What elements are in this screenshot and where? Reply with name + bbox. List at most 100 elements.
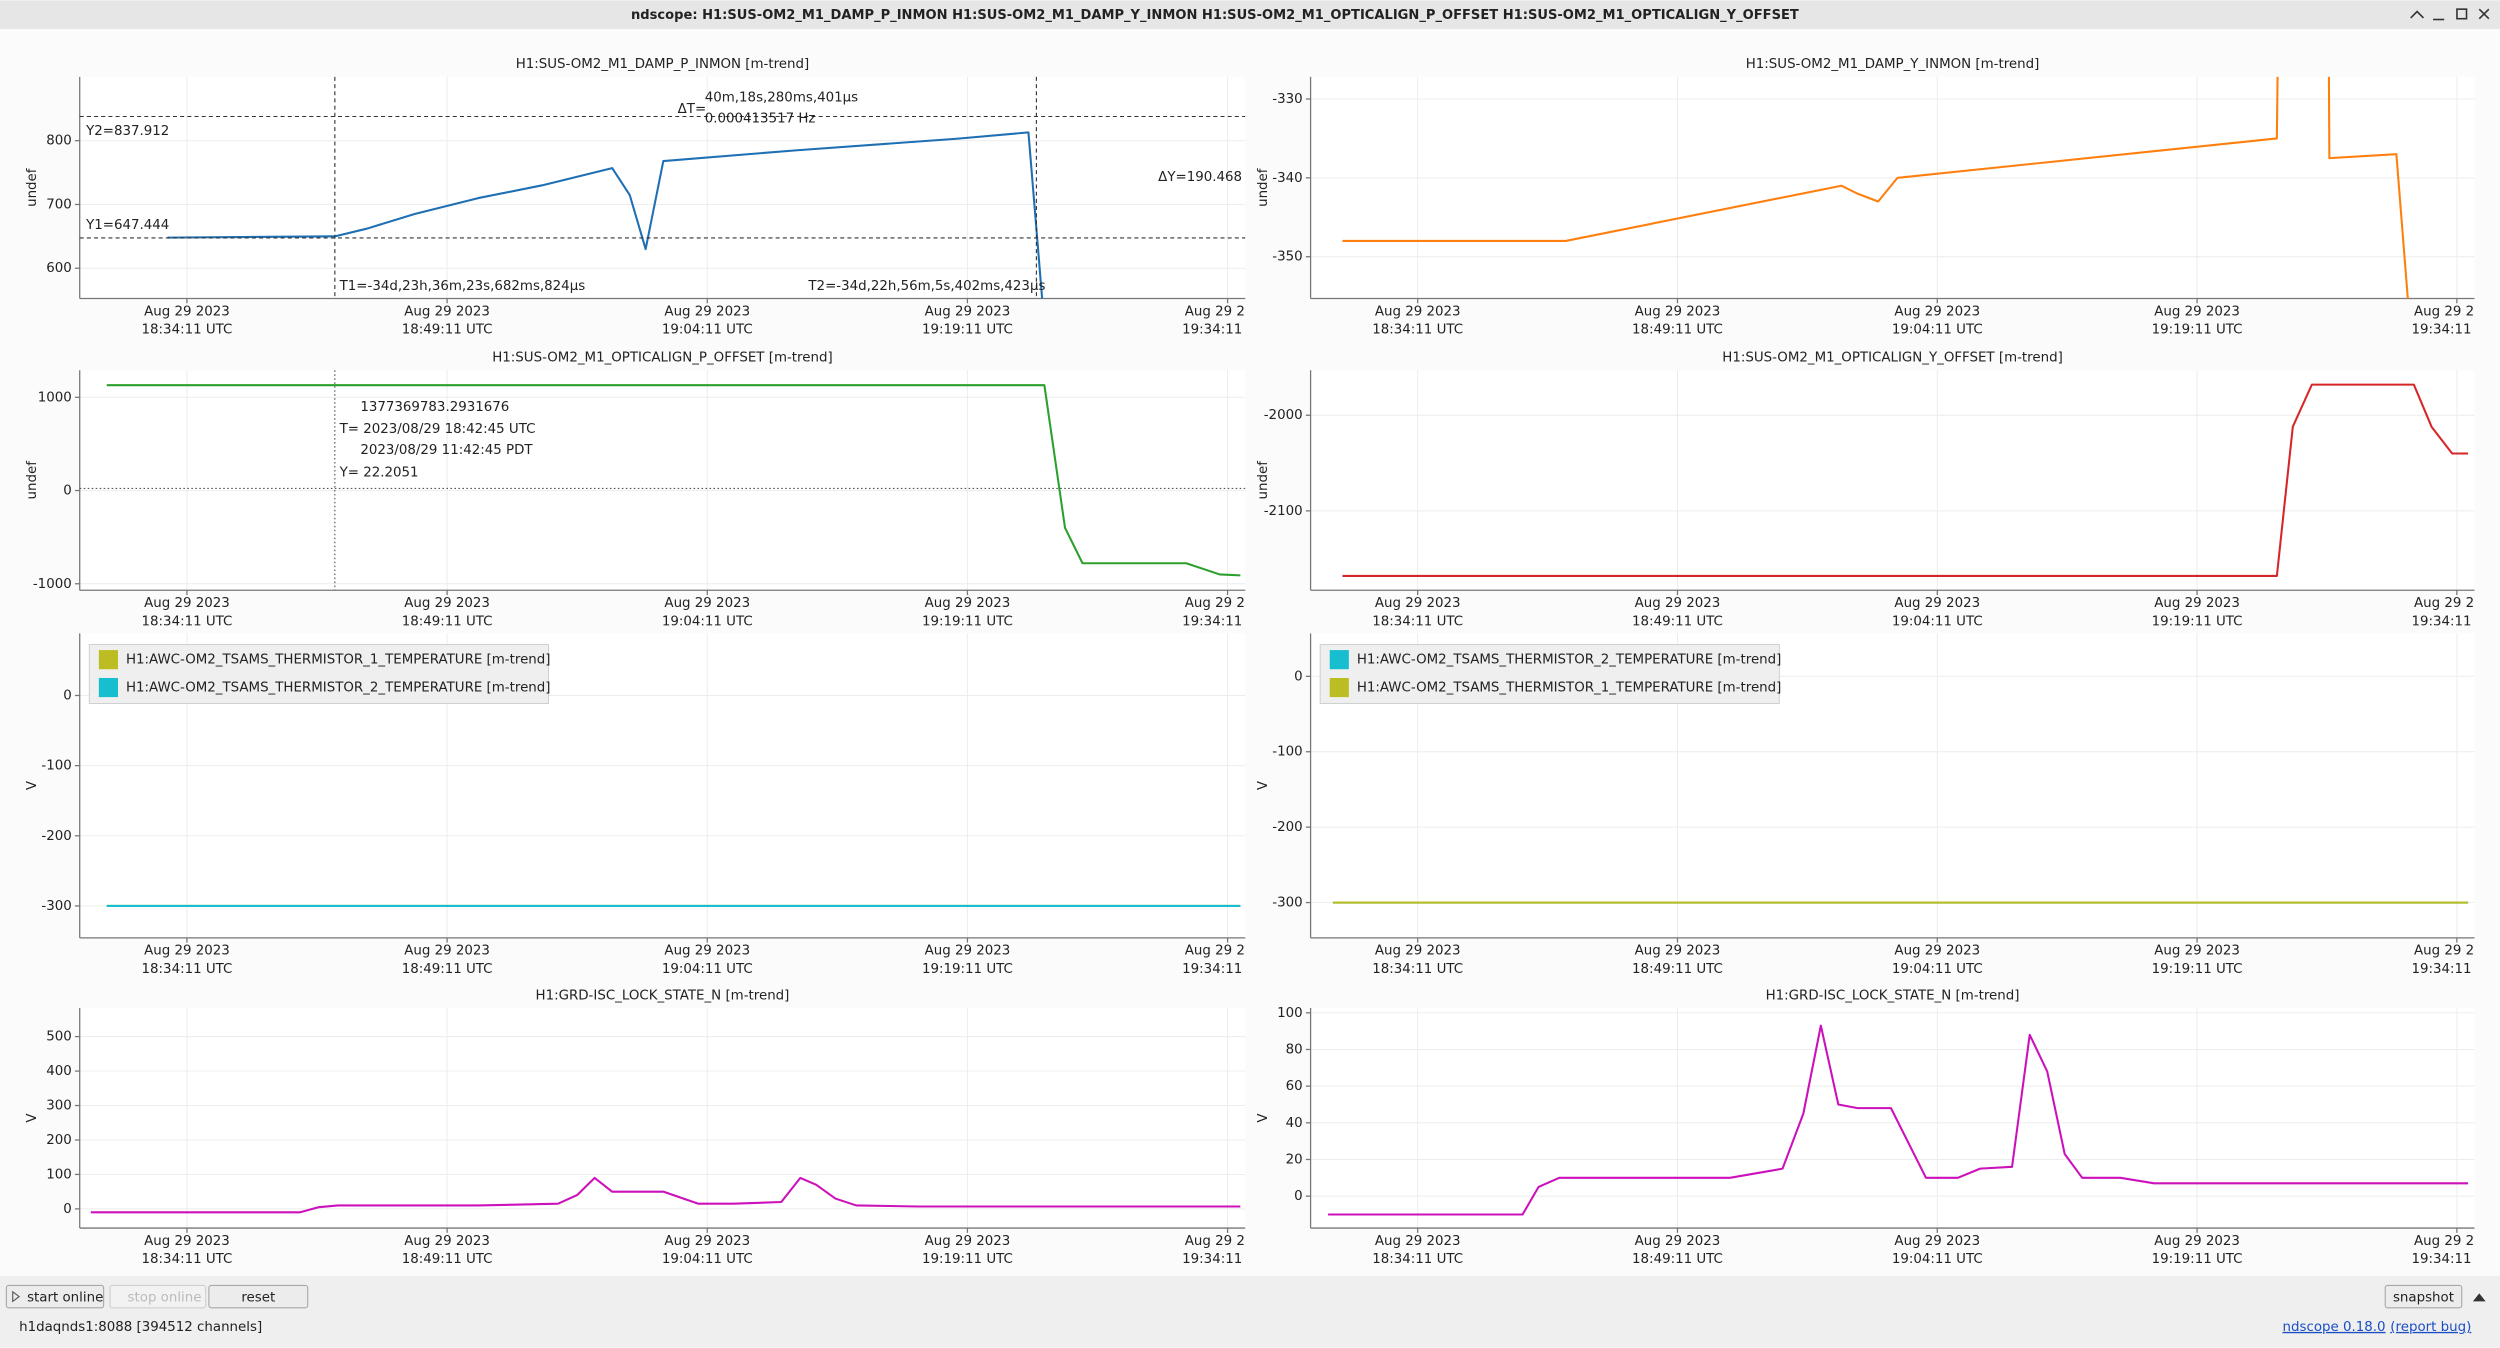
x-tick-date: Aug 29 2023 bbox=[1635, 944, 1721, 959]
shade-button[interactable] bbox=[2410, 10, 2425, 19]
y-tick-label: 300 bbox=[46, 1099, 72, 1114]
legend-swatch bbox=[98, 677, 118, 698]
snapshot-label[interactable]: snapshot bbox=[2393, 1290, 2454, 1305]
reset-button[interactable] bbox=[208, 1284, 309, 1309]
y-tick-label: -200 bbox=[41, 829, 71, 844]
report-bug-link[interactable]: (report bug) bbox=[2390, 1320, 2471, 1335]
x-tick-time: 19:19:11 UTC bbox=[2152, 323, 2243, 338]
x-tick-labels: Aug 29 2023 18:34:11 UTC Aug 29 2023 18:49:… bbox=[142, 937, 1245, 977]
cursors: Y2=837.912 Y1=647.444 T1=-34d,23h,36m,23s,… bbox=[79, 76, 1246, 299]
y-tick-label: 800 bbox=[46, 134, 72, 149]
traces bbox=[167, 131, 1044, 299]
y-tick-label: -330 bbox=[1272, 92, 1302, 107]
version-link[interactable]: ndscope 0.18.0 bbox=[2283, 1320, 2386, 1335]
x-tick-time: 18:49:11 UTC bbox=[1632, 1252, 1723, 1267]
crosshair-utc: T= 2023/08/29 18:42:45 UTC bbox=[339, 422, 536, 437]
x-tick-time: 19:19:11 UTC bbox=[922, 614, 1013, 629]
x-tick-date: Aug 29 2023 bbox=[1375, 304, 1461, 319]
trace bbox=[1342, 76, 2409, 299]
x-tick-date: Aug 29 2023 bbox=[1894, 944, 1980, 959]
play-icon bbox=[12, 1290, 21, 1303]
x-tick-time: 18:49:11 UTC bbox=[402, 614, 493, 629]
x-tick-labels: Aug 29 2023 18:34:11 UTC Aug 29 2023 18:49:… bbox=[142, 590, 1273, 629]
x-tick-time: 18:34:11 UTC bbox=[1372, 962, 1463, 977]
y-tick-label: 0 bbox=[63, 688, 72, 703]
x-tick-date: Aug 29 2023 bbox=[1894, 1234, 1980, 1249]
plot-title: H1:SUS-OM2_M1_DAMP_Y_INMON [m-trend] bbox=[1746, 57, 2040, 72]
frequency-value: 0.000413517 Hz bbox=[705, 111, 816, 126]
y-axis-label: V bbox=[1256, 1113, 1271, 1123]
y-tick-label: -100 bbox=[1272, 745, 1302, 760]
plot-area bbox=[79, 1008, 1246, 1229]
y-tick-label: 1000 bbox=[38, 390, 72, 405]
x-tick-time: 19:04:11 UTC bbox=[662, 323, 753, 338]
maximize-button[interactable] bbox=[2456, 8, 2468, 20]
x-tick-date: Aug 29 2023 bbox=[1635, 304, 1721, 319]
x-tick-time: 19:34:11 UTC bbox=[1182, 614, 1273, 629]
trace bbox=[90, 1176, 1241, 1214]
y-tick-label: 100 bbox=[1277, 1006, 1303, 1021]
x-tick-date: Aug 29 2023 bbox=[2414, 1234, 2500, 1249]
x-tick-date: Aug 29 2023 bbox=[404, 596, 490, 611]
x-tick-time: 19:34:11 UTC bbox=[1182, 1252, 1273, 1267]
y-tick-label: -100 bbox=[41, 759, 71, 774]
y2-label: Y2=837.912 bbox=[85, 124, 169, 139]
t2-label: T2=-34d,22h,56m,5s,402ms,423µs bbox=[807, 279, 1045, 294]
x-tick-labels: Aug 29 2023 18:34:11 UTC Aug 29 2023 18:49:… bbox=[1372, 590, 2500, 629]
snapshot-button[interactable] bbox=[2384, 1284, 2463, 1309]
y-tick-label: 80 bbox=[1286, 1042, 1303, 1057]
x-tick-date: Aug 29 2023 bbox=[1185, 304, 1271, 319]
x-tick-date: Aug 29 2023 bbox=[925, 1234, 1011, 1249]
x-tick-date: Aug 29 2023 bbox=[925, 596, 1011, 611]
close-button[interactable] bbox=[2478, 8, 2490, 20]
plot-area bbox=[79, 76, 1246, 299]
x-tick-time: 19:04:11 UTC bbox=[662, 1252, 753, 1267]
x-tick-time: 19:19:11 UTC bbox=[922, 962, 1013, 977]
reset-label[interactable]: reset bbox=[241, 1290, 275, 1305]
x-tick-date: Aug 29 2023 bbox=[1375, 944, 1461, 959]
x-tick-time: 18:49:11 UTC bbox=[402, 323, 493, 338]
stop-online-button bbox=[109, 1284, 207, 1309]
x-tick-labels: Aug 29 2023 18:34:11 UTC Aug 29 2023 18:49:… bbox=[1372, 298, 2474, 338]
y-tick-label: -2100 bbox=[1264, 504, 1303, 519]
x-tick-labels: Aug 29 2023 18:34:11 UTC Aug 29 2023 18:49:… bbox=[142, 298, 1271, 338]
x-tick-time: 19:04:11 UTC bbox=[1892, 614, 1983, 629]
trace bbox=[106, 384, 1241, 577]
x-tick-date: Aug 29 2023 bbox=[2154, 304, 2240, 319]
expand-arrow[interactable] bbox=[2472, 1293, 2486, 1302]
x-tick-labels: Aug 29 2023 18:34:11 UTC Aug 29 2023 18:49:… bbox=[1372, 1228, 2500, 1267]
x-tick-date: Aug 29 2023 bbox=[664, 304, 750, 319]
y-tick-label: 0 bbox=[63, 1202, 72, 1217]
x-tick-date: Aug 29 2023 bbox=[925, 944, 1011, 959]
legend-label: H1:AWC-OM2_TSAMS_THERMISTOR_2_TEMPERATUR… bbox=[1357, 653, 1782, 668]
legend-label: H1:AWC-OM2_TSAMS_THERMISTOR_1_TEMPERATUR… bbox=[126, 653, 551, 668]
x-tick-date: Aug 29 2023 bbox=[1375, 596, 1461, 611]
y-tick-label: 200 bbox=[46, 1133, 72, 1148]
legend-swatch bbox=[1329, 677, 1349, 698]
x-tick-date: Aug 29 2023 bbox=[1185, 1234, 1271, 1249]
plot-area bbox=[1310, 1008, 2475, 1229]
legend-box bbox=[88, 644, 549, 704]
y-tick-label: -350 bbox=[1272, 250, 1302, 265]
start-online-label[interactable]: start online bbox=[27, 1290, 103, 1305]
x-tick-date: Aug 29 2023 bbox=[664, 1234, 750, 1249]
y1-label: Y1=647.444 bbox=[85, 218, 169, 233]
x-tick-date: Aug 29 2023 bbox=[1185, 596, 1271, 611]
x-tick-time: 19:04:11 UTC bbox=[1892, 962, 1983, 977]
window-controls[interactable] bbox=[2410, 8, 2490, 21]
x-tick-time: 18:49:11 UTC bbox=[1632, 962, 1723, 977]
plot-title: H1:GRD-ISC_LOCK_STATE_N [m-trend] bbox=[536, 988, 790, 1003]
x-tick-time: 18:49:11 UTC bbox=[402, 962, 493, 977]
trace bbox=[1328, 1024, 2469, 1216]
y-tick-label: 40 bbox=[1286, 1116, 1303, 1131]
x-tick-date: Aug 29 2023 bbox=[2154, 596, 2240, 611]
start-online-button[interactable] bbox=[5, 1284, 105, 1309]
x-tick-time: 19:34:11 UTC bbox=[2411, 614, 2500, 629]
x-tick-date: Aug 29 2023 bbox=[1375, 1234, 1461, 1249]
status-server: h1daqnds1:8088 [394512 channels] bbox=[19, 1320, 262, 1335]
crosshair-local: 2023/08/29 11:42:45 PDT bbox=[360, 443, 533, 458]
y-tick-label: -300 bbox=[1272, 896, 1302, 911]
traces bbox=[1328, 1024, 2469, 1216]
y-tick-label: 0 bbox=[63, 484, 72, 499]
